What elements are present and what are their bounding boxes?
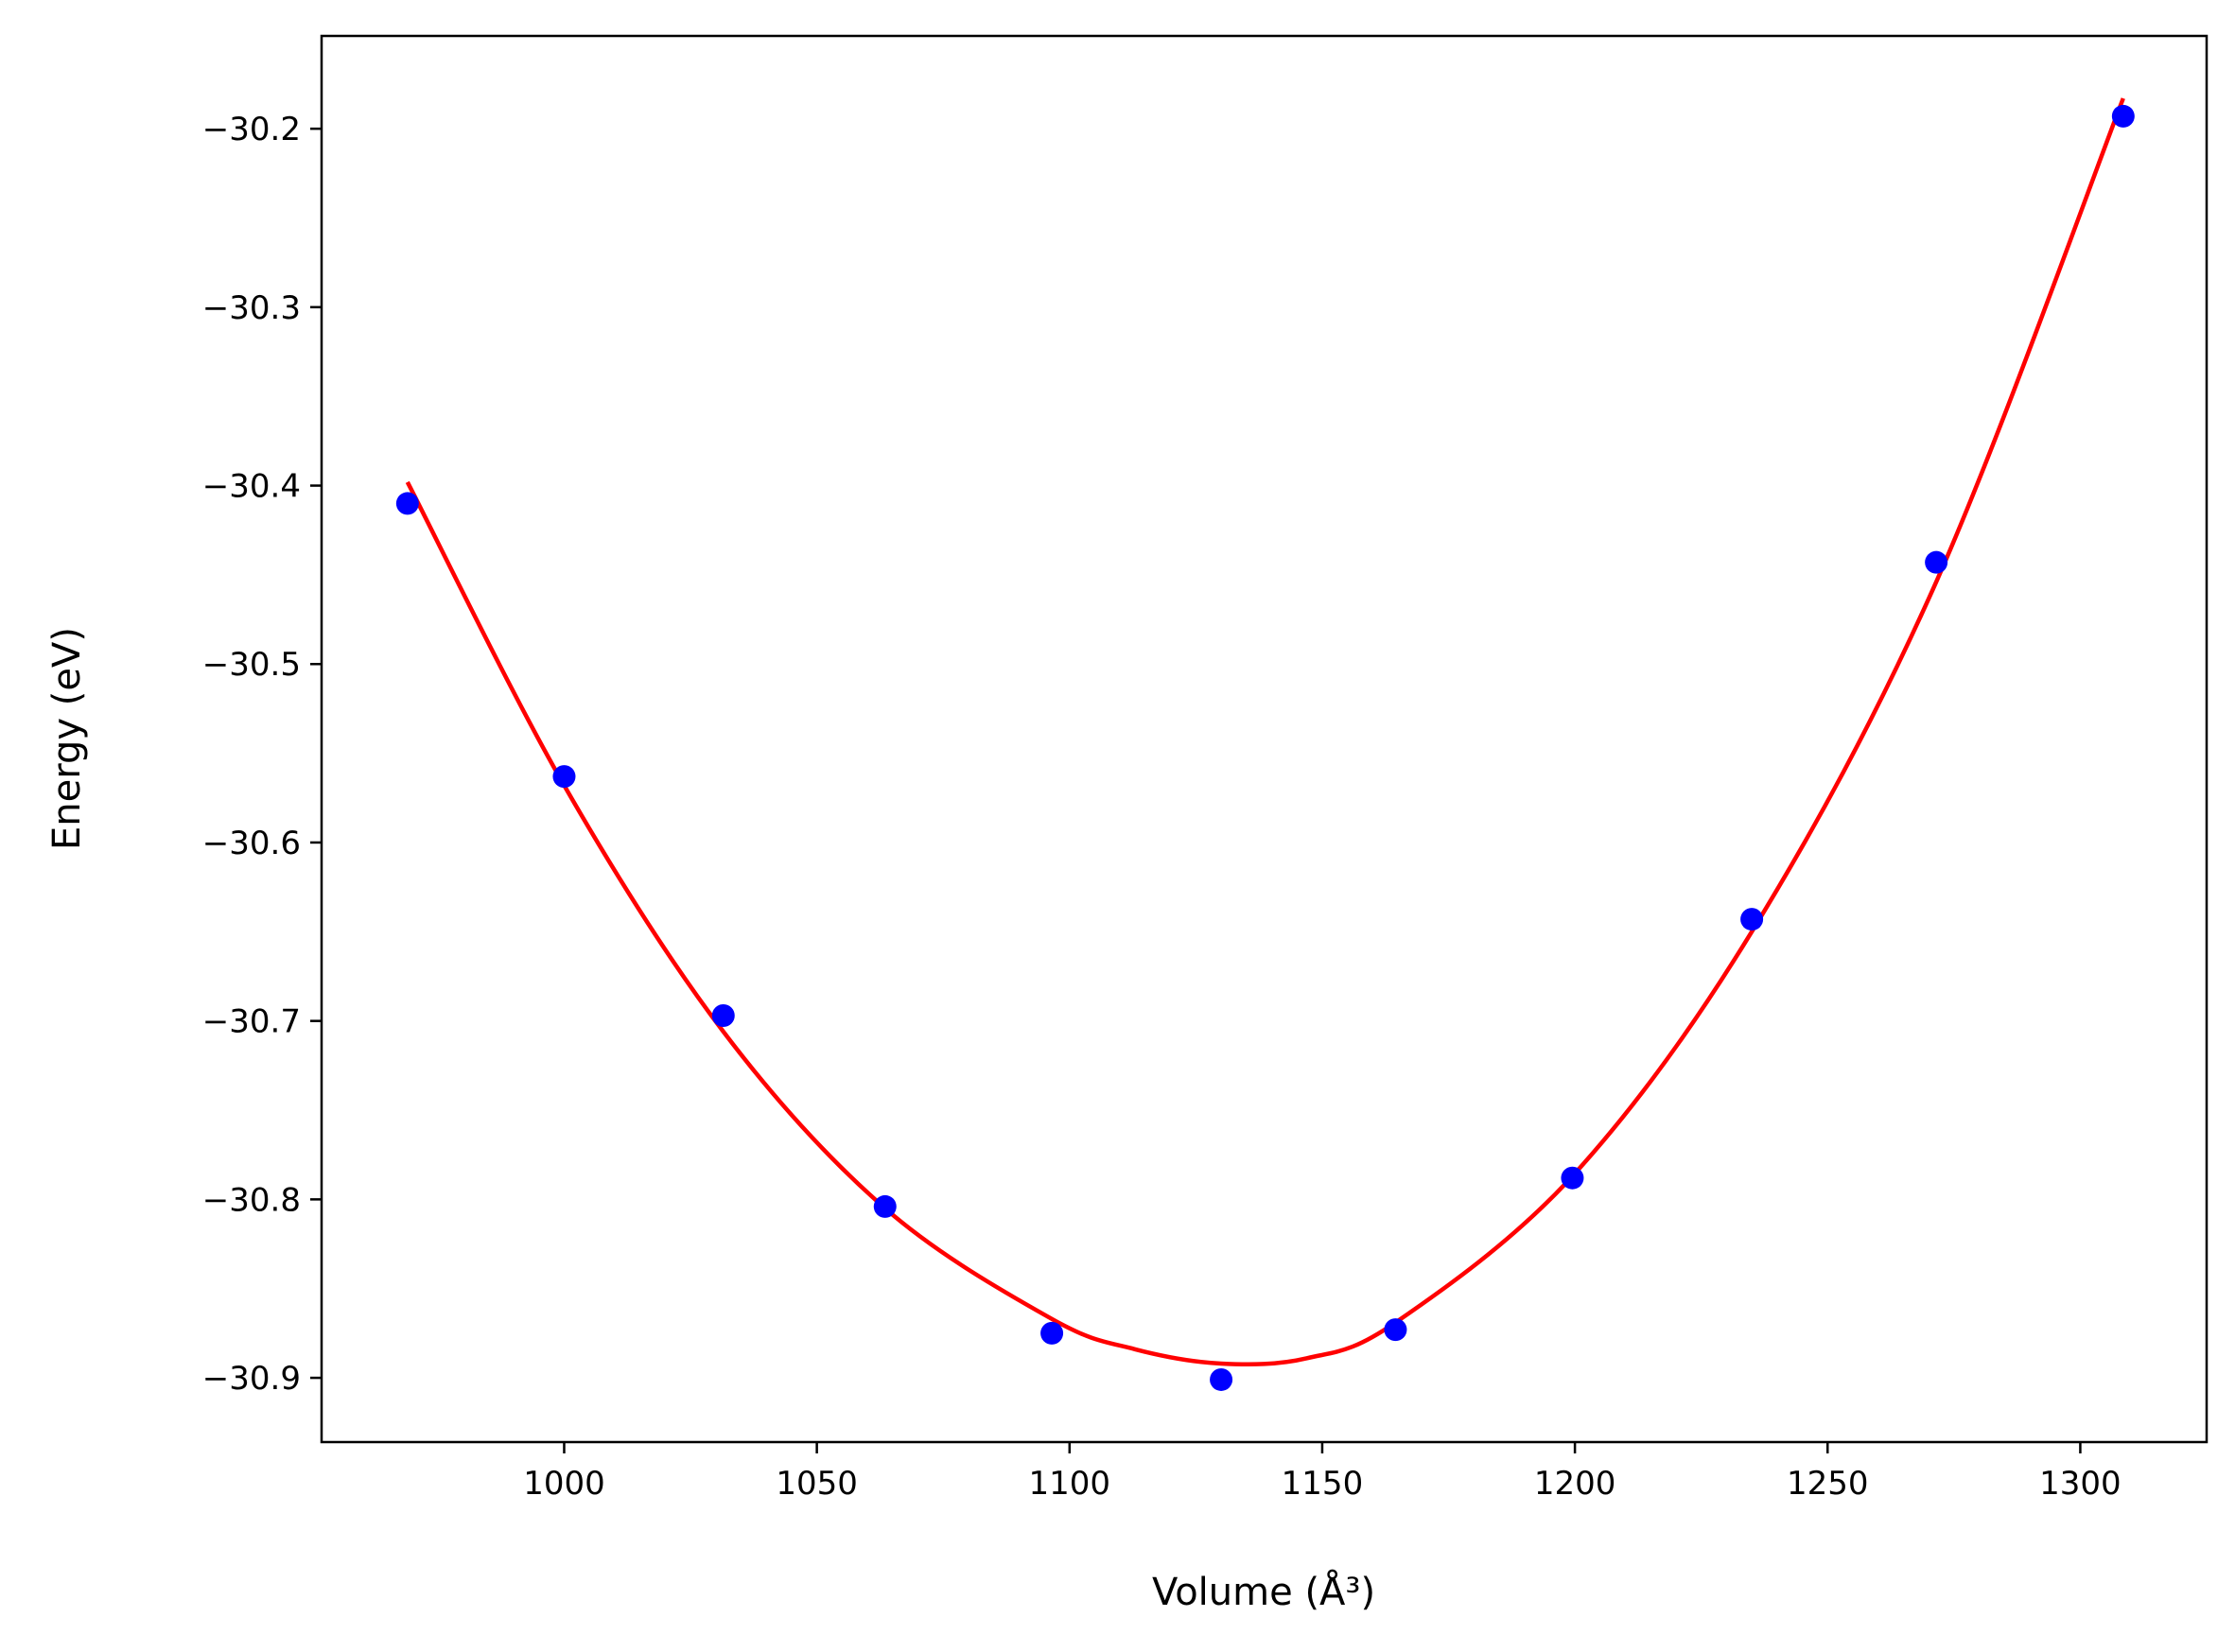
data-point	[873, 1194, 897, 1218]
x-tick-label: 1200	[1534, 1465, 1616, 1503]
x-tick-label: 1050	[776, 1465, 858, 1503]
y-axis-title: Energy (eV)	[45, 627, 89, 850]
plot-area-frame	[320, 34, 2209, 1444]
x-axis: 1000 1050 1100 1150 1200 1250 1300	[523, 1442, 2122, 1503]
data-point	[1210, 1367, 1233, 1391]
data-point	[1925, 550, 1948, 574]
x-tick-label: 1250	[1787, 1465, 1869, 1503]
x-tick-label: 1000	[523, 1465, 605, 1503]
y-tick-label: −30.8	[202, 1181, 301, 1219]
y-tick-label: −30.2	[202, 111, 301, 148]
y-tick-label: −30.6	[202, 825, 301, 862]
data-point	[1740, 908, 1764, 931]
data-point	[2111, 104, 2135, 128]
y-tick-label: −30.3	[202, 289, 301, 327]
data-point	[552, 765, 576, 789]
y-tick-label: −30.5	[202, 646, 301, 684]
y-tick-label: −30.9	[202, 1360, 301, 1398]
x-axis-title: Volume (Å³)	[1152, 1569, 1375, 1614]
data-point	[1384, 1318, 1407, 1342]
y-tick-label: −30.4	[202, 468, 301, 506]
y-tick-label: −30.7	[202, 1003, 301, 1041]
x-tick-label: 1150	[1282, 1465, 1364, 1503]
data-point	[711, 1003, 735, 1027]
data-point	[1561, 1166, 1584, 1190]
fit-curve-line	[405, 97, 2125, 1367]
y-axis: −30.2 −30.3 −30.4 −30.5 −30.6 −30.7 −30.8 −30.9	[202, 111, 322, 1398]
data-point	[1040, 1321, 1064, 1345]
data-point	[395, 492, 419, 515]
x-tick-label: 1300	[2039, 1465, 2122, 1503]
x-tick-label: 1100	[1029, 1465, 1111, 1503]
